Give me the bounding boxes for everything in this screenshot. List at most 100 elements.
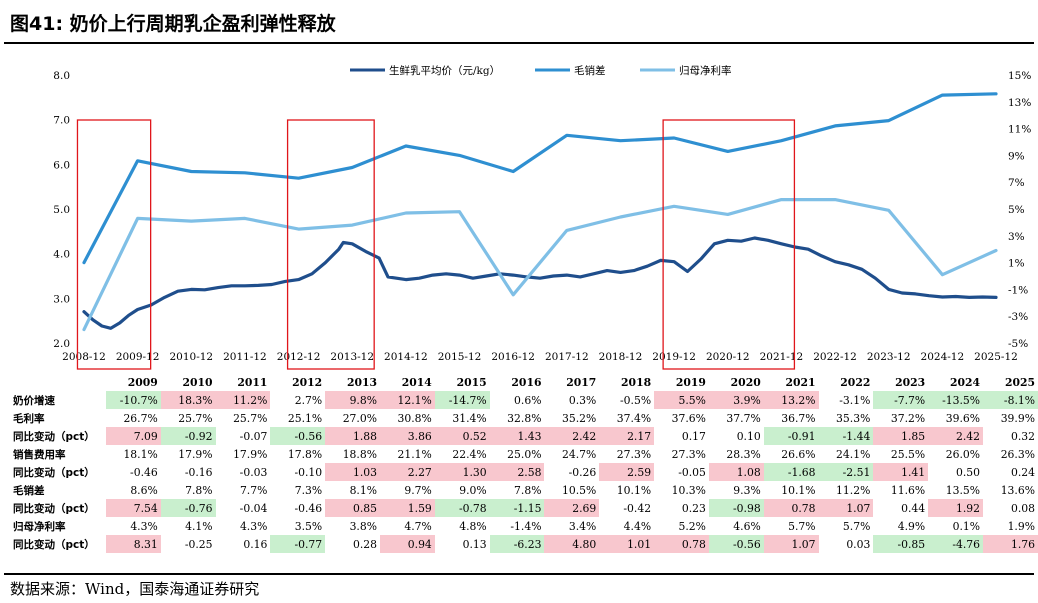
table-cell: 3.4% [568,519,597,533]
table-cell: 37.2% [890,411,926,425]
table-cell: 18.3% [160,391,216,409]
table-cell: 37.4% [616,411,652,425]
left-tick-label: 4.0 [53,249,70,261]
year-header: 2010 [182,375,213,389]
table-cell: -1.44 [818,427,874,445]
table-cell: -10.7% [105,391,161,409]
table-cell: 1.88 [325,427,380,445]
table-cell: 7.7% [239,483,268,497]
table-cell: -0.42 [623,501,652,515]
year-header: 2009 [127,375,158,389]
highlight-box [286,119,375,370]
left-tick-label: 3.0 [53,293,70,305]
table-cell: 9.8% [325,391,380,409]
x-tick-label: 2020-12 [706,351,750,363]
x-tick-label: 2019-12 [652,351,696,363]
table-cell: 4.4% [623,519,652,533]
row-label: 毛利率 [13,412,45,425]
table-cell: 4.8% [459,519,487,533]
left-axis-ticks: 8.0 7.0 6.0 5.0 4.0 3.0 2.0 [53,70,70,350]
table-cell: 5.7% [788,519,816,533]
table-cell: -6.23 [489,535,545,553]
x-tick-label: 2018-12 [599,351,643,363]
table-cell: -3.1% [839,393,871,407]
table-cell: -4.76 [928,535,984,553]
milk-price-line [82,236,998,330]
table-cell: 37.6% [671,411,706,425]
table-cell: 0.52 [434,427,490,445]
x-tick-label: 2015-12 [438,351,482,363]
right-tick-label: 7% [1008,177,1025,189]
table-cell: 8.1% [349,483,377,497]
table-cell: 39.6% [945,411,981,425]
table-cell: 17.9% [233,447,268,461]
table-cell: 25.0% [507,447,542,461]
table-cell: -0.91 [763,427,819,445]
x-tick-label: 2023-12 [867,351,911,363]
source-note: 数据来源：Wind，国泰海通证券研究 [10,580,260,598]
year-header: 2021 [785,375,816,389]
table-cell: 1.85 [873,427,929,445]
table-cell: -0.05 [678,465,706,479]
table-cell: -1.4% [510,519,542,533]
right-tick-label: 13% [1008,97,1031,109]
table-cell: -0.85 [873,535,929,553]
table-cell: -0.56 [270,427,326,445]
table-cell: 32.8% [507,411,542,425]
line-chart: 生鲜乳平均价（元/kg） 毛销差 归母净利率 8.0 7.0 6.0 5.0 4.0 3.0 2… [53,64,1031,370]
table-cell: -0.07 [239,429,268,443]
table-cell: -0.46 [130,465,158,479]
table-row: 奶价增速 -10.7% 18.3% 11.2% 2.7% 9.8% 12.1% -14.7% 0… [10,391,1038,409]
legend-label: 毛销差 [574,64,606,77]
left-tick-label: 8.0 [53,70,70,82]
table-cell: -0.56 [708,535,764,553]
table-cell: 26.7% [123,411,158,425]
table-cell: -2.51 [818,463,874,481]
table-cell: 36.7% [781,411,816,425]
table-cell: 1.03 [325,463,380,481]
table-cell: 7.09 [105,427,161,445]
table-cell: 37.7% [726,411,761,425]
table-cell: -1.15 [489,499,545,517]
table-row: 归母净利率 4.3% 4.1% 4.3% 3.5% 3.8% 4.7% 4.8% -1.4% 3.… [10,517,1038,535]
table-cell: 0.3% [568,393,597,407]
table-cell: 7.54 [105,499,161,517]
table-cell: 35.2% [561,411,597,425]
table-cell: -0.78 [434,499,490,517]
table-cell: 11.2% [215,391,271,409]
table-cell: 2.69 [544,499,600,517]
table-cell: 26.6% [781,447,816,461]
table-cell: -0.10 [294,465,323,479]
right-tick-label: -3% [1008,311,1028,323]
x-tick-label: 2014-12 [384,351,428,363]
year-header: 2022 [840,375,871,389]
table-cell: 0.10 [736,429,761,443]
table-cell: 4.6% [733,519,761,533]
table-cell: 25.1% [287,411,323,425]
table-cell: 25.7% [233,411,268,425]
table-cell: -0.77 [270,535,326,553]
year-header: 2012 [292,375,323,389]
table-cell: 7.8% [185,483,213,497]
x-tick-label: 2010-12 [169,351,213,363]
left-tick-label: 6.0 [53,159,70,171]
table-cell: 1.41 [873,463,929,481]
row-label: 同比变动（pct） [13,430,95,443]
table-cell: 0.1% [952,519,981,533]
left-tick-label: 7.0 [53,115,70,127]
legend-label: 归母净利率 [679,64,732,77]
figure-title: 图41: 奶价上行周期乳企盈利弹性释放 [10,13,336,35]
table-cell: 13.5% [945,483,981,497]
table-cell: -0.5% [620,393,652,407]
x-tick-label: 2009-12 [116,351,160,363]
right-tick-label: 1% [1008,258,1025,270]
right-tick-label: 15% [1008,70,1031,82]
row-label: 同比变动（pct） [13,538,95,551]
table-cell: 1.59 [380,499,435,517]
x-tick-label: 2021-12 [760,351,804,363]
table-cell: 18.8% [342,447,377,461]
row-label: 销售费用率 [13,448,66,461]
table-cell: 27.3% [616,447,652,461]
table-cell: 5.7% [842,519,871,533]
table-cell: 39.9% [1000,411,1035,425]
